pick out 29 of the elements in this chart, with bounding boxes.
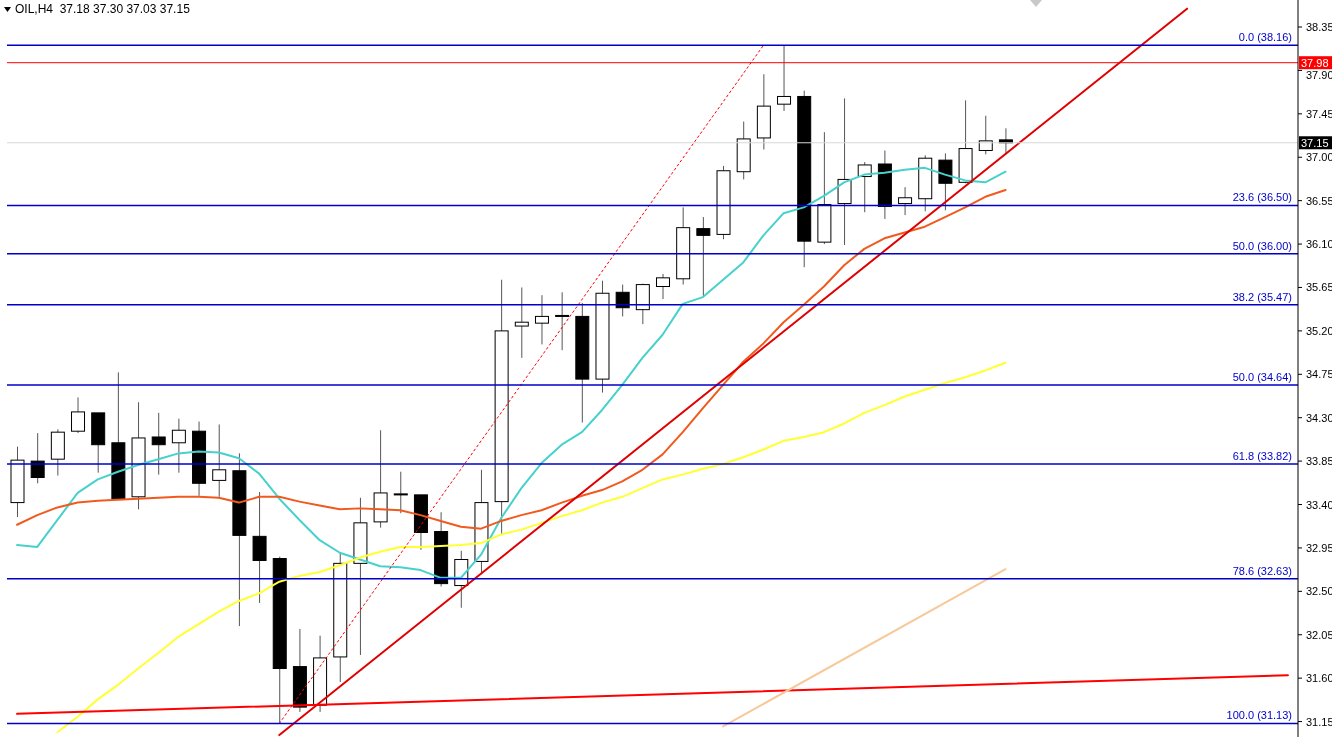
candlestick xyxy=(555,291,570,351)
candlestick xyxy=(514,286,529,359)
candlestick xyxy=(898,186,913,216)
ref-line-label: 78.6 (32.63) xyxy=(1232,564,1292,577)
candlestick xyxy=(656,273,670,300)
ref-line-label: 50.0 (34.64) xyxy=(1232,370,1292,383)
candlestick xyxy=(212,423,227,498)
line-series xyxy=(56,361,1007,734)
candlestick xyxy=(171,418,186,474)
ref-line-label: 0.0 (38.16) xyxy=(1238,31,1292,44)
candlestick xyxy=(534,294,549,345)
ref-line-label: 61.8 (33.82) xyxy=(1232,450,1292,462)
candlestick xyxy=(30,432,45,484)
chart-title: OIL,H4 37.18 37.30 37.03 37.15 xyxy=(15,2,190,16)
ref-line-label: 23.6 (36.50) xyxy=(1232,191,1292,204)
candlestick xyxy=(696,216,711,298)
candlestick xyxy=(393,471,408,514)
candlestick xyxy=(938,152,953,211)
ref-line-label: 37.15 xyxy=(1301,136,1329,149)
line-series xyxy=(16,189,1007,530)
candlestick xyxy=(978,115,993,155)
ref-line-label: 50.0 (36.00) xyxy=(1232,239,1292,252)
ref-line-label: 37.98 xyxy=(1301,56,1329,69)
candlestick xyxy=(151,412,166,476)
candlestick xyxy=(71,396,86,434)
ref-line-label: 100.0 (31.13) xyxy=(1226,709,1292,722)
candlestick xyxy=(777,44,792,112)
ref-line-label: 38.2 (35.47) xyxy=(1232,290,1292,303)
line-series xyxy=(16,166,1007,579)
